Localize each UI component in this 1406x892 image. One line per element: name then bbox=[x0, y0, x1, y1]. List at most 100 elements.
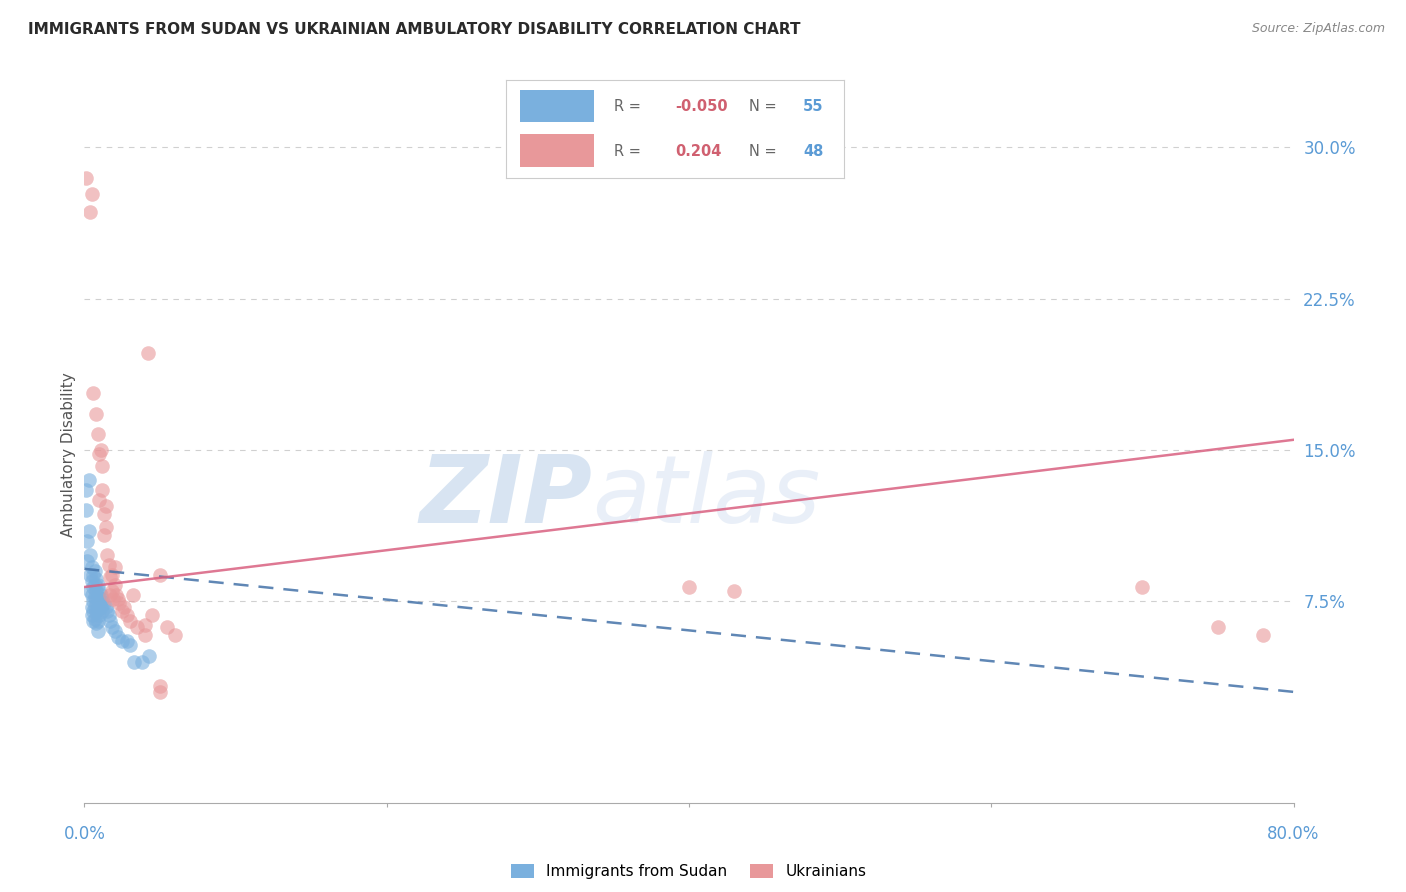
Point bbox=[134, 618, 156, 632]
Point bbox=[79, 568, 101, 582]
Point bbox=[82, 594, 104, 608]
Point bbox=[90, 588, 112, 602]
Point bbox=[131, 655, 153, 669]
Point bbox=[94, 600, 117, 615]
Point bbox=[93, 508, 115, 522]
Text: 0.0%: 0.0% bbox=[63, 825, 105, 843]
Point bbox=[111, 604, 134, 618]
Point bbox=[156, 620, 179, 634]
Point bbox=[84, 578, 107, 592]
Point bbox=[94, 500, 117, 514]
Point bbox=[75, 170, 97, 185]
Point bbox=[136, 346, 159, 360]
Point bbox=[121, 588, 143, 602]
Text: 48: 48 bbox=[803, 145, 824, 160]
Point bbox=[76, 554, 98, 568]
Point bbox=[149, 568, 172, 582]
Point bbox=[84, 600, 107, 615]
Point bbox=[91, 483, 114, 498]
Point bbox=[115, 634, 138, 648]
Point bbox=[82, 386, 104, 401]
Point bbox=[118, 639, 141, 653]
Point bbox=[723, 584, 745, 599]
Text: 55: 55 bbox=[803, 99, 824, 114]
Point bbox=[94, 519, 117, 533]
Point bbox=[84, 590, 107, 604]
Point bbox=[76, 533, 98, 548]
Text: atlas: atlas bbox=[592, 451, 821, 542]
Point bbox=[107, 592, 129, 607]
Point bbox=[90, 600, 112, 615]
Point bbox=[75, 483, 97, 498]
Point bbox=[86, 584, 108, 599]
Point bbox=[98, 570, 121, 584]
Point bbox=[149, 679, 172, 693]
FancyBboxPatch shape bbox=[520, 90, 593, 122]
Point bbox=[118, 615, 141, 629]
Point bbox=[141, 608, 163, 623]
Point bbox=[90, 442, 112, 457]
Point bbox=[86, 604, 108, 618]
Point bbox=[127, 620, 149, 634]
Point bbox=[80, 600, 103, 615]
Point bbox=[79, 548, 101, 562]
Point bbox=[79, 584, 101, 599]
Point bbox=[165, 628, 187, 642]
Text: N =: N = bbox=[749, 99, 782, 114]
Point bbox=[108, 596, 131, 610]
Point bbox=[77, 473, 100, 487]
Point bbox=[87, 602, 110, 616]
Point bbox=[115, 608, 138, 623]
FancyBboxPatch shape bbox=[520, 134, 593, 167]
Point bbox=[112, 600, 135, 615]
Point bbox=[104, 624, 127, 639]
Point bbox=[89, 596, 111, 610]
Text: R =: R = bbox=[614, 145, 645, 160]
Text: 0.204: 0.204 bbox=[675, 145, 721, 160]
Text: -0.050: -0.050 bbox=[675, 99, 727, 114]
Point bbox=[82, 604, 104, 618]
Point bbox=[678, 580, 700, 594]
Point bbox=[98, 615, 121, 629]
Point bbox=[89, 584, 111, 599]
Point bbox=[122, 655, 145, 669]
Point bbox=[93, 596, 115, 610]
Text: ZIP: ZIP bbox=[419, 450, 592, 542]
Point bbox=[86, 616, 108, 631]
Point bbox=[82, 580, 104, 594]
Point bbox=[104, 559, 127, 574]
Point bbox=[97, 608, 120, 623]
Point bbox=[107, 631, 129, 645]
Point bbox=[105, 588, 128, 602]
Text: 80.0%: 80.0% bbox=[1267, 825, 1320, 843]
Point bbox=[77, 524, 100, 538]
Point bbox=[91, 592, 114, 607]
Point bbox=[1130, 580, 1153, 594]
Point bbox=[87, 426, 110, 441]
Text: Source: ZipAtlas.com: Source: ZipAtlas.com bbox=[1251, 22, 1385, 36]
Point bbox=[98, 588, 121, 602]
Point bbox=[93, 527, 115, 541]
Point bbox=[86, 594, 108, 608]
Point bbox=[80, 608, 103, 623]
Point bbox=[91, 458, 114, 473]
Text: R =: R = bbox=[614, 99, 645, 114]
Point bbox=[104, 578, 127, 592]
Point bbox=[82, 615, 104, 629]
Point bbox=[86, 572, 108, 586]
Point bbox=[84, 564, 107, 578]
Legend: Immigrants from Sudan, Ukrainians: Immigrants from Sudan, Ukrainians bbox=[505, 858, 873, 886]
Point bbox=[138, 648, 160, 663]
Point bbox=[86, 407, 108, 421]
Point bbox=[96, 548, 118, 562]
Point bbox=[75, 503, 97, 517]
Point bbox=[87, 615, 110, 629]
Point bbox=[89, 447, 111, 461]
Point bbox=[97, 558, 120, 572]
Point bbox=[96, 604, 118, 618]
Point bbox=[87, 590, 110, 604]
Point bbox=[87, 624, 110, 639]
Point bbox=[89, 608, 111, 623]
Text: IMMIGRANTS FROM SUDAN VS UKRAINIAN AMBULATORY DISABILITY CORRELATION CHART: IMMIGRANTS FROM SUDAN VS UKRAINIAN AMBUL… bbox=[28, 22, 800, 37]
Point bbox=[80, 559, 103, 574]
